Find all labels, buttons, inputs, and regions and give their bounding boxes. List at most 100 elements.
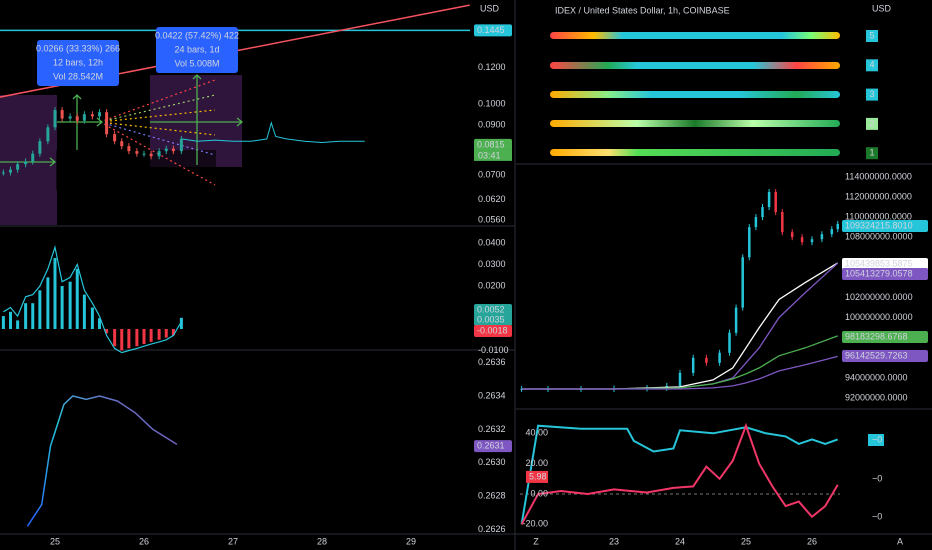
histogram-bar (90, 307, 94, 329)
y-tick-label: 0.2628 (478, 491, 506, 501)
y-tick-label: 114000000.0000 (845, 171, 912, 181)
candle (98, 112, 101, 117)
row-label: 2 (869, 118, 874, 128)
candle (171, 148, 175, 152)
candle (113, 134, 117, 142)
range-box (0, 95, 57, 225)
row-label-box (866, 30, 878, 42)
y-tick-label: 0.2632 (478, 424, 506, 434)
y-tick-label: 0.2630 (478, 457, 506, 467)
price-marker-label: 0.0035 (477, 314, 505, 324)
value-marker-label: 5.98 (529, 471, 547, 481)
histogram-bar (113, 329, 117, 347)
row-label-box (866, 59, 878, 72)
y-tick-label: 0.0620 (478, 194, 506, 204)
x-tick-label: 26 (807, 536, 817, 546)
y-tick-label: 0.1000 (478, 98, 506, 108)
candle (790, 232, 794, 238)
price-marker-label: 98183298.6768 (845, 331, 908, 341)
candle (105, 112, 109, 135)
y-tick-label: 0.2636 (478, 357, 506, 367)
candle (718, 352, 721, 363)
state-row (550, 149, 840, 156)
price-marker (842, 350, 928, 362)
series-line (520, 422, 839, 525)
histogram-bar (82, 294, 86, 329)
x-tick-label: 26 (139, 536, 149, 546)
y-tick-label: 20.00 (525, 458, 548, 468)
countdown-box (474, 149, 512, 161)
y-tick-label: 100000000.0000 (845, 312, 913, 322)
histogram-bar (149, 329, 153, 342)
candle (31, 153, 35, 162)
candle (120, 141, 124, 147)
histogram-bar (157, 329, 161, 340)
shade (56, 150, 216, 190)
y-tick-label: 0.0300 (478, 259, 506, 269)
state-row (550, 62, 840, 69)
candle (16, 164, 20, 170)
y-tick-label: 0.00 (530, 488, 548, 498)
corner-button[interactable]: A (897, 536, 903, 546)
series-line (3, 244, 182, 354)
measure-text: 12 bars, 12h (53, 57, 103, 67)
row-label-box (866, 147, 878, 160)
candle (24, 161, 28, 165)
countdown: 03:41 (478, 150, 501, 160)
price-marker-label: 105413279.0578 (845, 268, 913, 278)
candle (705, 357, 708, 363)
y-tick-label: 0.0700 (478, 170, 506, 180)
candle (830, 229, 834, 235)
price-marker-label: 0.1445 (477, 25, 505, 35)
measure-text: 0.0266 (33.33%) 266 (36, 43, 120, 53)
histogram-bar (68, 281, 72, 329)
row-label: 1 (869, 148, 874, 158)
histogram-bar (171, 329, 175, 336)
candle (68, 116, 72, 119)
histogram-bar (53, 258, 57, 329)
candle (734, 307, 738, 333)
value-marker (526, 470, 548, 483)
histogram-bar (38, 290, 42, 329)
histogram-bar (60, 286, 64, 329)
candle (781, 212, 784, 233)
y-tick-label: 108000000.0000 (845, 232, 913, 242)
y-tick-label: 40.00 (525, 428, 548, 438)
x-tick-label: 23 (609, 536, 619, 546)
price-marker (842, 220, 928, 232)
y-tick-label: 102000000.0000 (845, 292, 913, 302)
series-line (520, 424, 839, 525)
price-marker-label: 0.0815 (477, 139, 505, 149)
candle (728, 332, 731, 353)
y-tick-label: 0.0900 (478, 119, 506, 129)
candle (135, 151, 139, 154)
histogram-bar (24, 303, 28, 329)
histogram-bar (9, 311, 12, 329)
x-tick-label: 27 (228, 536, 238, 546)
candle (53, 110, 57, 128)
candle (149, 153, 153, 157)
candle (820, 234, 824, 240)
x-tick-label: 24 (675, 536, 685, 546)
candle (46, 127, 50, 142)
measure-text: Vol 5.008M (174, 58, 219, 68)
histogram-bar (31, 303, 35, 329)
candle (157, 151, 161, 157)
y-tick-label: 0.0400 (478, 237, 506, 247)
price-marker (474, 440, 512, 453)
y-tick-label: 110000000.0000 (845, 211, 912, 221)
measure-text: Vol 28.542M (53, 71, 103, 81)
series-line (521, 355, 838, 390)
y-tick-label: 92000000.0000 (845, 392, 908, 402)
candle (761, 207, 764, 218)
corner-button[interactable]: Z (533, 536, 539, 546)
candle (754, 217, 758, 228)
price-marker (474, 304, 512, 316)
price-marker (474, 314, 512, 326)
unit-label: USD (480, 3, 500, 13)
histogram-bar (46, 277, 50, 329)
candle (9, 169, 12, 173)
unit-label: USD (872, 3, 892, 13)
y-tick-label: 0.1200 (478, 62, 506, 72)
